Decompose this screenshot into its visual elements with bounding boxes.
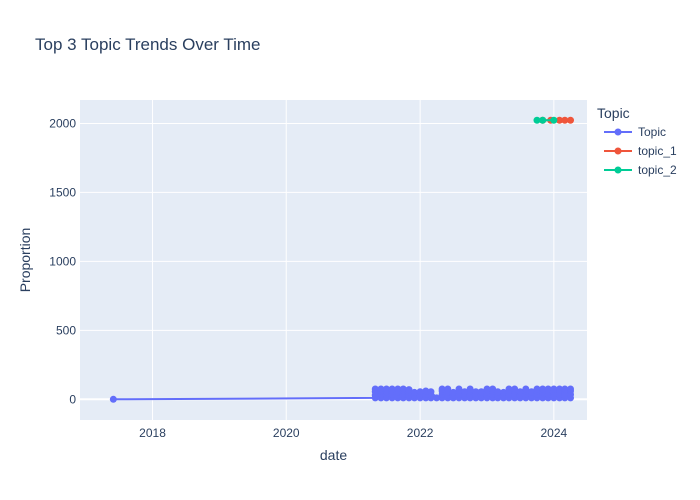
data-point[interactable] (466, 385, 474, 393)
legend-item-Topic[interactable]: Topic (604, 125, 666, 139)
data-point[interactable] (533, 116, 541, 124)
data-point[interactable] (533, 385, 541, 393)
data-point[interactable] (382, 385, 390, 393)
data-point[interactable] (410, 388, 418, 396)
data-point[interactable] (438, 385, 446, 393)
x-tick-label: 2022 (407, 426, 434, 440)
x-axis-ticks: 2018 2020 2022 2024 (139, 426, 567, 440)
data-point[interactable] (405, 386, 413, 394)
data-point[interactable] (461, 388, 469, 396)
data-point[interactable] (550, 385, 558, 393)
series-topic_2 (533, 116, 558, 124)
data-point[interactable] (561, 116, 569, 124)
data-point[interactable] (567, 116, 575, 124)
data-point[interactable] (388, 385, 396, 393)
data-point[interactable] (556, 116, 564, 124)
data-point[interactable] (561, 385, 569, 393)
data-point[interactable] (477, 388, 485, 396)
data-point[interactable] (505, 385, 513, 393)
x-tick-label: 2024 (540, 426, 567, 440)
data-point[interactable] (539, 116, 547, 124)
data-point[interactable] (444, 385, 452, 393)
data-point[interactable] (539, 385, 547, 393)
data-point[interactable] (455, 385, 463, 393)
data-point[interactable] (377, 385, 385, 393)
data-point[interactable] (511, 385, 519, 393)
data-point[interactable] (449, 388, 457, 396)
data-point[interactable] (472, 388, 480, 396)
data-point[interactable] (109, 395, 117, 403)
data-point[interactable] (544, 385, 552, 393)
data-point[interactable] (489, 385, 497, 393)
data-point[interactable] (499, 388, 507, 396)
legend-label: topic_2 (638, 163, 677, 177)
legend-title: Topic (597, 105, 630, 121)
legend-item-topic_2[interactable]: topic_2 (604, 163, 677, 177)
plot-area (80, 100, 587, 420)
legend-label: Topic (638, 125, 666, 139)
data-point[interactable] (556, 385, 564, 393)
series-Topic (109, 385, 575, 403)
data-point[interactable] (422, 387, 430, 395)
data-point[interactable] (516, 388, 524, 396)
legend-marker (614, 128, 622, 136)
data-point[interactable] (433, 394, 441, 402)
y-tick-label: 2000 (49, 116, 76, 130)
data-point[interactable] (416, 388, 424, 396)
data-point[interactable] (528, 388, 536, 396)
legend-label: topic_1 (638, 144, 677, 158)
data-point[interactable] (522, 385, 530, 393)
data-point[interactable] (399, 385, 407, 393)
data-point[interactable] (427, 388, 435, 396)
y-tick-label: 0 (69, 392, 76, 406)
x-tick-label: 2018 (139, 426, 166, 440)
data-point[interactable] (567, 385, 575, 393)
data-point[interactable] (371, 385, 379, 393)
y-tick-label: 1500 (49, 185, 76, 199)
y-axis-label: Proportion (17, 228, 33, 293)
legend[interactable]: Topic Topic topic_1 topic_2 (597, 105, 677, 177)
chart-title: Top 3 Topic Trends Over Time (35, 35, 261, 54)
legend-marker (614, 166, 622, 174)
data-point[interactable] (394, 385, 402, 393)
y-tick-label: 500 (56, 323, 76, 337)
y-axis-ticks: 0 500 1000 1500 2000 (49, 116, 76, 406)
data-point[interactable] (483, 385, 491, 393)
legend-item-topic_1[interactable]: topic_1 (604, 144, 677, 158)
data-point[interactable] (550, 116, 558, 124)
x-axis-label: date (320, 447, 347, 463)
y-tick-label: 1000 (49, 254, 76, 268)
data-point[interactable] (494, 388, 502, 396)
series-layer (109, 116, 575, 403)
legend-marker (614, 147, 622, 155)
x-tick-label: 2020 (273, 426, 300, 440)
